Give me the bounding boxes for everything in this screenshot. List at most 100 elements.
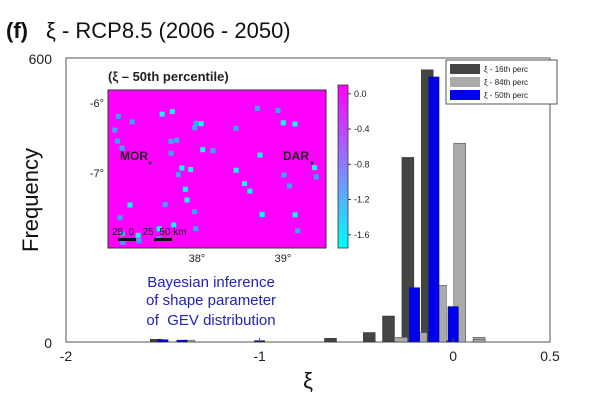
inset-anomaly-cell (162, 202, 168, 208)
histogram-bar (447, 306, 459, 343)
inset-anomaly-cell (179, 165, 185, 171)
inset-anomaly-cell (129, 119, 135, 125)
panel-label: (f) (6, 18, 28, 43)
inset-anomaly-cell (120, 231, 126, 237)
scale-bar-segment (118, 238, 136, 241)
annotation-line: of GEV distribution (146, 312, 275, 329)
inset-ytick-6: -6° (90, 98, 104, 110)
histogram-bar (409, 287, 421, 343)
colorbar-tick-label: -0.8 (354, 159, 370, 169)
place-marker-dar (310, 161, 314, 165)
histogram-bar (472, 339, 486, 343)
inset-anomaly-cell (295, 228, 301, 234)
inset-anomaly-cell (192, 125, 198, 131)
inset-anomaly-cell (159, 111, 165, 117)
legend-swatch-50th (450, 90, 480, 100)
annotation-line: Bayesian inference (147, 274, 275, 291)
inset-anomaly-cell (120, 239, 126, 245)
legend-swatch-16th (450, 64, 480, 74)
inset-anomaly-cell (117, 215, 123, 221)
legend: ξ - 16th perc ξ - 84th perc ξ - 50th per… (445, 59, 558, 105)
inset-anomaly-cell (174, 137, 180, 143)
histogram-bar (382, 315, 395, 343)
inset-anomaly-cell (257, 152, 263, 158)
inset-anomaly-cell (193, 120, 199, 126)
inset-anomaly-cells (112, 105, 319, 245)
legend-label-84th: ξ - 84th perc (484, 78, 528, 87)
legend-label-50th: ξ - 50th perc (484, 91, 528, 100)
inset-anomaly-cell (280, 120, 286, 126)
inset-anomaly-cell (254, 105, 260, 111)
inset-ytick-7: -7° (90, 168, 104, 180)
inset-anomaly-cell (156, 226, 162, 232)
place-label-mor: MOR (120, 149, 148, 163)
inset-anomaly-cell (136, 238, 142, 244)
histogram-bar (453, 142, 466, 343)
histogram-bar (428, 76, 440, 343)
y-axis-label: Frequency (18, 148, 43, 252)
inset-anomaly-cell (114, 138, 120, 144)
annotation: Bayesian inference of shape parameter of… (146, 274, 276, 329)
legend-label-16th: ξ - 16th perc (484, 65, 528, 74)
inset-anomaly-cell (242, 181, 247, 187)
inset-anomaly-cell (247, 188, 253, 194)
inset-anomaly-cell (184, 197, 190, 203)
chart-title: ξ - RCP8.5 (2006 - 2050) (46, 18, 291, 43)
inset-map-field (107, 89, 327, 249)
legend-swatch-84th (450, 77, 480, 87)
inset-anomaly-cell (119, 145, 125, 151)
inset-anomaly-cell (210, 148, 216, 154)
inset-anomaly-cell (168, 138, 174, 144)
y-tick-label: 600 (29, 51, 53, 67)
x-tick-label: -2 (60, 348, 73, 364)
inset-anomaly-cell (192, 209, 198, 215)
colorbar-ticks: 0.0 -0.4 -0.8 -1.2 -1.6 (348, 89, 370, 240)
inset-anomaly-cell (292, 121, 298, 127)
x-tick-label: 0.5 (540, 348, 560, 364)
scale-bar-segment (154, 238, 172, 241)
x-tick-label: 0 (449, 348, 457, 364)
inset-title: (ξ – 50th percentile) (108, 69, 229, 84)
inset-colorbar: 0.0 -0.4 -0.8 -1.2 -1.6 (337, 84, 370, 249)
inset-anomaly-cell (281, 172, 287, 178)
x-axis-label: ξ (303, 368, 313, 393)
inset-anomaly-cell (115, 113, 121, 119)
inset-anomaly-cell (259, 212, 265, 217)
inset-anomaly-cell (168, 150, 174, 156)
colorbar-tick-label: 0.0 (354, 89, 367, 99)
inset-anomaly-cell (175, 172, 181, 178)
inset-anomaly-cell (127, 202, 133, 208)
inset-anomaly-cell (200, 147, 206, 153)
inset-anomaly-cell (169, 109, 175, 115)
inset-anomaly-cell (112, 127, 118, 133)
inset-map: (ξ – 50th percentile) -6° -7° 38° 39° MO… (90, 69, 327, 265)
colorbar-gradient (337, 84, 349, 249)
inset-anomaly-cell (135, 232, 141, 238)
place-marker-mor (148, 161, 152, 165)
inset-anomaly-cell (275, 108, 281, 113)
colorbar-tick-label: -1.6 (354, 230, 370, 240)
inset-anomaly-cell (182, 186, 188, 192)
inset-anomaly-cell (292, 212, 298, 218)
inset-anomaly-cell (286, 183, 292, 189)
y-tick-label: 0 (44, 335, 52, 351)
inset-anomaly-cell (233, 167, 239, 173)
colorbar-tick-label: -1.2 (354, 195, 370, 205)
histogram-bar (363, 332, 376, 343)
histogram-bar (395, 337, 408, 343)
inset-xtick-38: 38° (189, 253, 206, 265)
histogram-bar (157, 339, 169, 343)
histogram-bar (176, 339, 188, 343)
inset-anomaly-cell (198, 121, 204, 127)
inset-anomaly-cell (313, 174, 319, 180)
x-tick-label: -1 (253, 348, 266, 364)
inset-anomaly-cell (171, 222, 177, 228)
inset-anomaly-cell (312, 165, 317, 171)
histogram-bars (149, 69, 486, 343)
place-label-dar: DAR (283, 149, 309, 163)
inset-anomaly-cell (188, 167, 194, 172)
axis-ticks: -2 -1 0 0.5 0 600 (29, 51, 560, 364)
colorbar-tick-label: -0.4 (354, 124, 370, 134)
annotation-line: of shape parameter (146, 292, 276, 309)
